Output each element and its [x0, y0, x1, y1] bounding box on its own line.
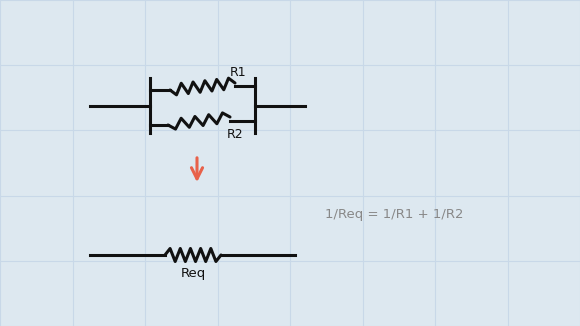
Text: Req: Req: [181, 267, 206, 280]
Text: R2: R2: [227, 128, 244, 141]
Text: R1: R1: [230, 66, 246, 79]
Text: 1/Req = 1/R1 + 1/R2: 1/Req = 1/R1 + 1/R2: [325, 208, 463, 221]
